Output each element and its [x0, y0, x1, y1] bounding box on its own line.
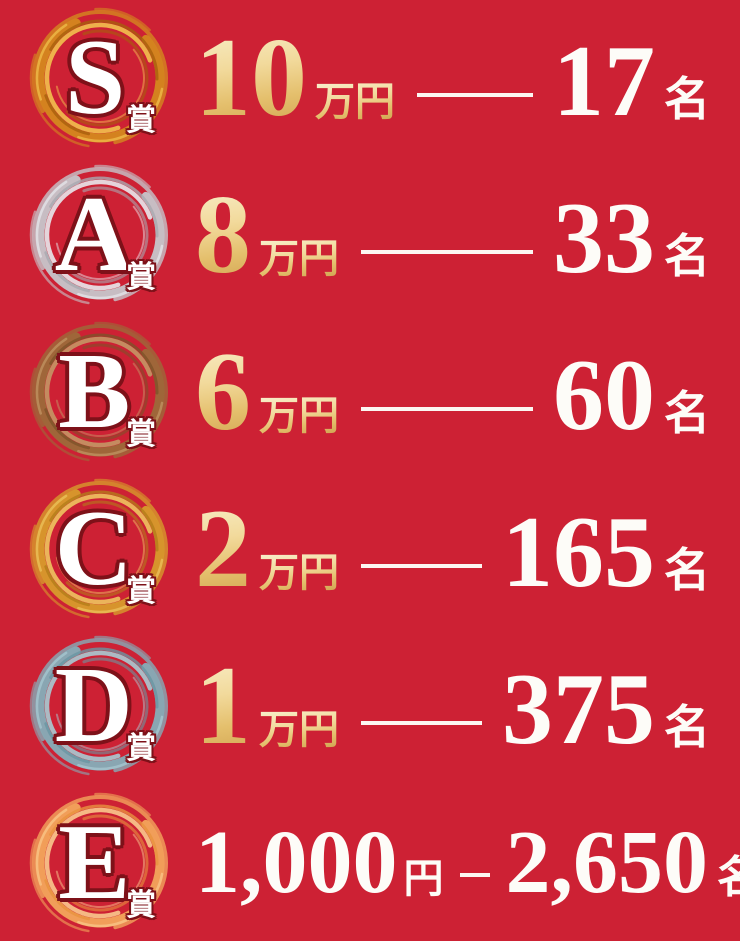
tier-letter: B	[58, 332, 131, 452]
count-number: 165	[502, 495, 655, 609]
prize-badge-e: E 賞	[25, 788, 175, 938]
prize-row-content: 1 万円 375 名	[195, 650, 710, 762]
winner-count: 17 名	[553, 31, 710, 133]
amount-number: 1,000	[195, 812, 398, 912]
tier-letter: E	[58, 802, 131, 922]
count-unit: 名	[664, 544, 710, 596]
prize-row-s: S 賞 10 万円 17 名	[0, 0, 740, 157]
count-unit: 名	[717, 852, 740, 902]
winner-count: 2,650 名	[505, 812, 740, 912]
separator-line	[361, 720, 482, 725]
prize-row-content: 8 万円 33 名	[195, 179, 710, 291]
winner-count: 33 名	[553, 188, 710, 290]
amount-unit: 万円	[259, 393, 339, 439]
amount-number: 6	[195, 330, 251, 455]
amount-number: 2	[195, 486, 251, 611]
count-number: 60	[553, 339, 655, 453]
tier-letter: A	[54, 175, 133, 295]
count-unit: 名	[664, 74, 710, 126]
amount-number: 10	[195, 16, 307, 141]
tier-suffix-kanji: 賞	[126, 731, 156, 765]
prize-amount: 1,000 円	[195, 812, 444, 912]
tier-letter: S	[65, 18, 126, 138]
prize-amount: 1 万円	[195, 650, 339, 762]
winner-count: 165 名	[502, 495, 710, 609]
prize-badge-b: B 賞	[25, 317, 175, 467]
prize-row-content: 6 万円 60 名	[195, 336, 710, 448]
count-unit: 名	[664, 701, 710, 753]
prize-badge-a: A 賞	[25, 160, 175, 310]
tier-suffix-kanji: 賞	[126, 261, 156, 295]
prize-amount: 2 万円	[195, 493, 339, 605]
prize-row-a: A 賞 8 万円 33 名	[0, 157, 740, 314]
prize-row-e: E 賞 1,000 円 2,650 名	[0, 784, 740, 941]
count-number: 375	[502, 652, 655, 766]
count-number: 17	[553, 25, 655, 139]
tier-suffix-kanji: 賞	[126, 888, 156, 922]
tier-letter: D	[54, 645, 133, 765]
prize-row-b: B 賞 6 万円 60 名	[0, 314, 740, 471]
amount-unit: 万円	[259, 706, 339, 752]
amount-unit: 万円	[259, 236, 339, 282]
prize-amount: 10 万円	[195, 22, 395, 134]
separator-line	[361, 407, 533, 412]
prize-badge-c: C 賞	[25, 474, 175, 624]
count-number: 2,650	[505, 812, 709, 912]
prize-row-c: C 賞 2 万円 165 名	[0, 470, 740, 627]
separator-line	[417, 93, 533, 98]
prize-row-content: 2 万円 165 名	[195, 493, 710, 605]
tier-suffix-kanji: 賞	[126, 418, 156, 452]
count-unit: 名	[664, 231, 710, 283]
amount-number: 8	[195, 173, 251, 298]
separator-line	[459, 872, 490, 877]
amount-number: 1	[195, 643, 251, 768]
prize-amount: 6 万円	[195, 336, 339, 448]
amount-unit: 万円	[259, 549, 339, 595]
separator-line	[361, 563, 482, 568]
prize-row-content: 1,000 円 2,650 名	[195, 812, 740, 912]
prize-badge-d: D 賞	[25, 631, 175, 781]
tier-suffix-kanji: 賞	[126, 574, 156, 608]
winner-count: 375 名	[502, 652, 710, 766]
tier-suffix-kanji: 賞	[126, 104, 156, 138]
winner-count: 60 名	[553, 345, 710, 447]
prize-row-content: 10 万円 17 名	[195, 22, 710, 134]
amount-unit: 円	[403, 855, 444, 901]
amount-unit: 万円	[315, 79, 395, 125]
prize-row-d: D 賞 1 万円 375 名	[0, 627, 740, 784]
count-number: 33	[553, 182, 655, 296]
prize-amount: 8 万円	[195, 179, 339, 291]
tier-letter: C	[54, 488, 133, 608]
count-unit: 名	[664, 388, 710, 440]
separator-line	[361, 250, 533, 255]
prize-badge-s: S 賞	[25, 3, 175, 153]
